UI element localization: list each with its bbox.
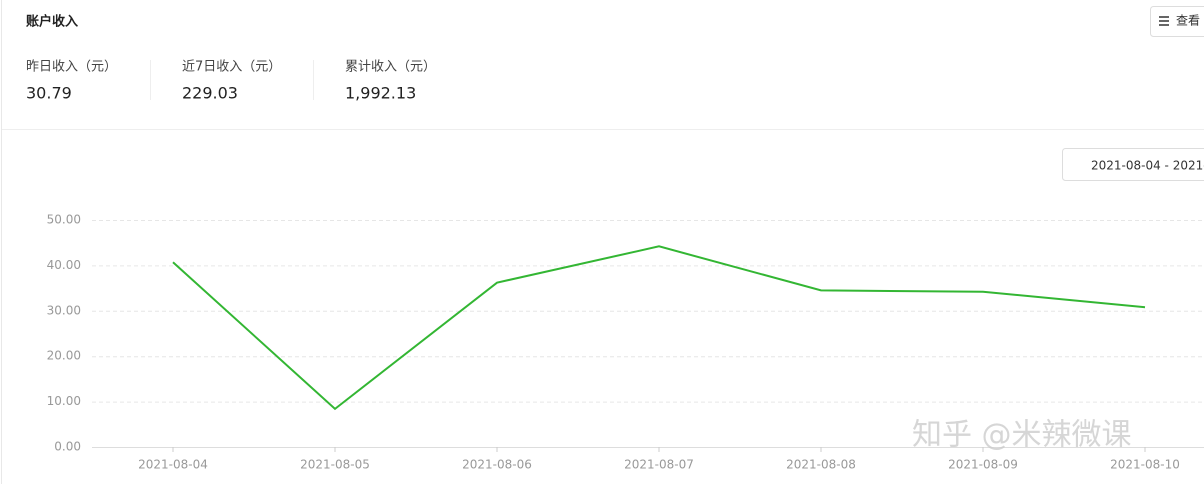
stat-value: 30.79 <box>26 84 72 103</box>
y-tick-label: 50.00 <box>47 213 81 227</box>
stat-label: 昨日收入（元） <box>26 60 117 75</box>
stat-label: 累计收入（元） <box>345 60 436 75</box>
y-tick-label: 30.00 <box>47 303 81 317</box>
watermark: 知乎 @米辣微课 <box>912 418 1132 453</box>
x-tick-label: 2021-08-08 <box>786 458 856 472</box>
x-tick-label: 2021-08-07 <box>624 458 694 472</box>
x-tick-label: 2021-08-04 <box>138 458 208 472</box>
date-range-picker[interactable] <box>1062 148 1204 181</box>
stat-value: 1,992.13 <box>345 84 416 103</box>
line-series <box>172 245 1146 411</box>
menu-icon <box>1159 16 1169 26</box>
stat-label: 近7日收入（元） <box>182 60 281 75</box>
panel-title: 账户收入 <box>26 14 78 30</box>
y-tick-label: 0.00 <box>54 440 81 454</box>
date-range-text[interactable]: 2021-08-04 - 2021-08-10 <box>1091 159 1204 173</box>
y-tick-label: 40.00 <box>47 258 81 272</box>
view-button[interactable] <box>1150 6 1204 37</box>
x-tick-label: 2021-08-09 <box>948 458 1018 472</box>
view-button-label[interactable]: 查看 <box>1176 14 1200 28</box>
y-tick-label: 10.00 <box>47 394 81 408</box>
x-tick-label: 2021-08-06 <box>462 458 532 472</box>
x-tick-label: 2021-08-10 <box>1110 458 1180 472</box>
y-tick-label: 20.00 <box>47 349 81 363</box>
stat-value: 229.03 <box>182 84 238 103</box>
x-tick-label: 2021-08-05 <box>300 458 370 472</box>
